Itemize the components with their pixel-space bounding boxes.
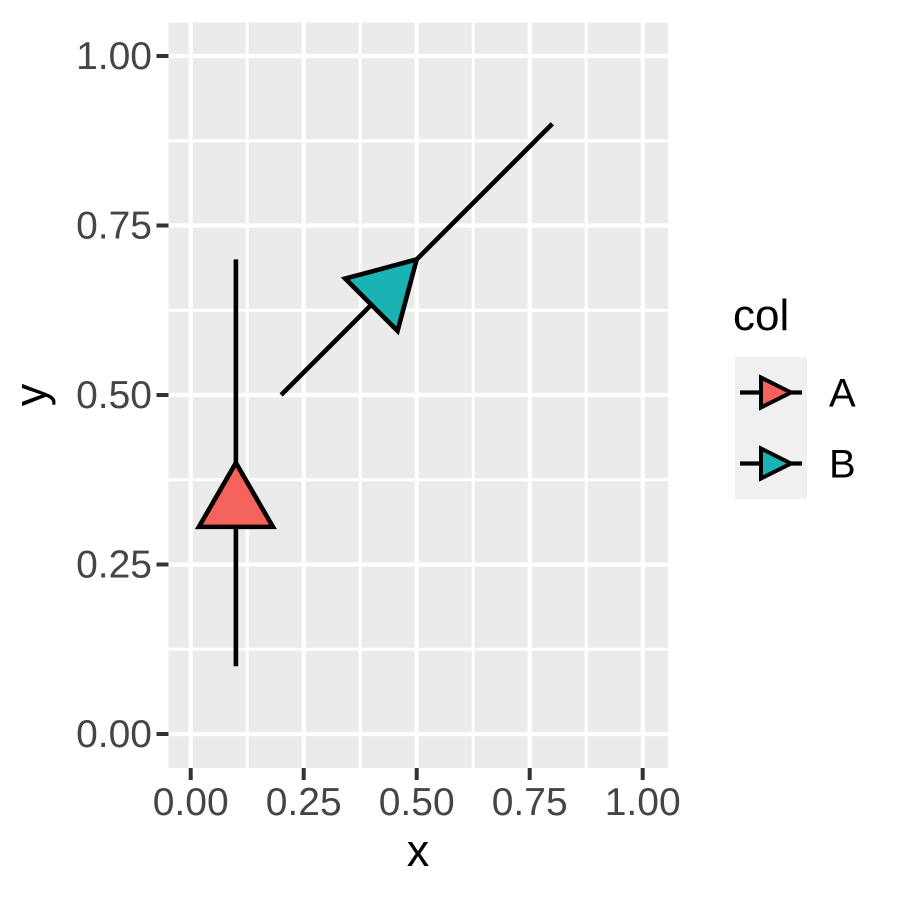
y-axis-title: y xyxy=(5,383,56,406)
x-tick-label: 0.00 xyxy=(153,781,229,824)
y-tick-label: 0.75 xyxy=(76,205,152,248)
y-tick-label: 0.50 xyxy=(76,374,152,417)
y-tick-label: 0.25 xyxy=(76,544,152,587)
legend-layer: AB xyxy=(735,357,856,499)
x-tick-label: 0.50 xyxy=(379,781,455,824)
legend-entry-label: B xyxy=(829,443,856,487)
arrowhead-B xyxy=(340,256,420,336)
gridline-layer xyxy=(168,22,668,768)
legend-key-arrow-icon xyxy=(759,445,796,482)
x-tick-label: 0.75 xyxy=(492,781,568,824)
legend-title: col xyxy=(733,291,789,340)
series-layer xyxy=(194,122,554,667)
legend-key-arrow-icon xyxy=(759,374,796,411)
x-tick-label: 1.00 xyxy=(605,781,681,824)
legend-entry-A: A xyxy=(735,357,856,428)
y-tick-label: 1.00 xyxy=(76,35,152,78)
legend-entry-label: A xyxy=(829,372,856,416)
arrowhead-A xyxy=(194,458,277,530)
x-tick-label: 0.25 xyxy=(266,781,342,824)
legend-entry-B: B xyxy=(735,428,856,499)
x-axis-title: x xyxy=(407,825,430,876)
axis-label-layer: x y col xyxy=(5,291,789,876)
y-tick-label: 0.00 xyxy=(76,713,152,756)
axis-tick-layer: 0.00 0.25 0.50 0.75 1.00 0.00 0.25 0.50 0.75 1.00 xyxy=(76,35,681,824)
